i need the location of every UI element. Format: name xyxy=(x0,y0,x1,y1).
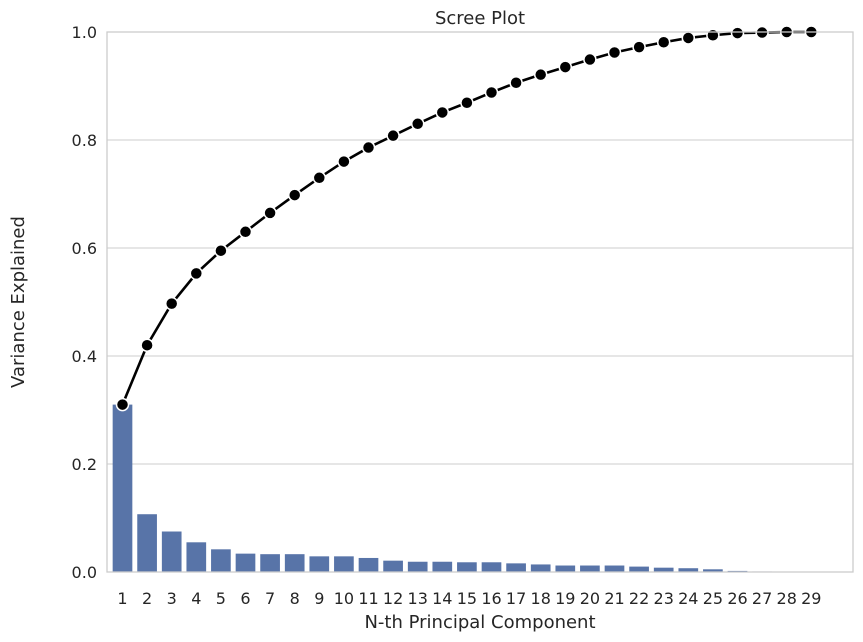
grid-lines xyxy=(107,31,853,573)
bar xyxy=(530,564,551,572)
x-tick-label: 2 xyxy=(142,589,152,608)
bar xyxy=(383,560,403,572)
cumulative-point xyxy=(410,117,425,131)
x-tick-label: 8 xyxy=(290,589,300,608)
cumulative-point xyxy=(632,40,646,54)
x-tick-label: 24 xyxy=(678,589,698,608)
bar xyxy=(481,562,502,572)
bar xyxy=(112,404,133,572)
chart-title: Scree Plot xyxy=(435,8,525,29)
bar xyxy=(506,563,526,572)
bar xyxy=(284,554,305,572)
bar xyxy=(580,565,600,572)
cumulative-point xyxy=(115,397,130,412)
bar xyxy=(457,562,477,572)
x-tick-label: 23 xyxy=(654,589,674,608)
x-tick-label: 21 xyxy=(604,589,624,608)
cumulative-point xyxy=(607,45,622,60)
x-tick-labels: 1 2 3 4 5 6 7 8 9 10 11 12 13 14 15 16 17 18 19 20 21 22 23 24 2… xyxy=(117,589,821,608)
bar xyxy=(678,568,699,572)
x-tick-label: 13 xyxy=(408,589,428,608)
cumulative-point xyxy=(337,154,351,169)
y-tick-label: 0.6 xyxy=(72,239,97,258)
x-tick-label: 19 xyxy=(555,589,575,608)
x-tick-label: 15 xyxy=(457,589,477,608)
bar xyxy=(334,556,354,572)
x-tick-label: 12 xyxy=(383,589,403,608)
cumulative-point xyxy=(730,26,745,40)
x-tick-label: 20 xyxy=(580,589,600,608)
cumulative-point xyxy=(435,105,450,120)
cumulative-point xyxy=(460,95,474,110)
bar-series xyxy=(112,404,822,572)
x-tick-label: 4 xyxy=(191,589,201,608)
cumulative-point xyxy=(533,67,548,82)
x-tick-label: 7 xyxy=(265,589,275,608)
x-tick-label: 11 xyxy=(358,589,378,608)
plot-frame xyxy=(106,31,854,573)
bar xyxy=(555,565,576,572)
x-tick-label: 5 xyxy=(216,589,226,608)
bar xyxy=(137,514,157,572)
x-axis-label: N-th Principal Component xyxy=(364,612,595,633)
cumulative-point xyxy=(484,85,499,100)
y-axis-label: Variance Explained xyxy=(8,216,29,388)
y-tick-label: 0.4 xyxy=(72,347,97,366)
cumulative-point xyxy=(386,128,400,143)
cumulative-line xyxy=(121,30,812,406)
x-tick-label: 18 xyxy=(531,589,551,608)
x-tick-label: 17 xyxy=(506,589,526,608)
x-tick-label: 1 xyxy=(117,589,127,608)
x-tick-label: 3 xyxy=(167,589,177,608)
x-tick-label: 26 xyxy=(727,589,747,608)
y-tick-label: 0.0 xyxy=(72,563,97,582)
cumulative-point xyxy=(140,338,154,352)
cumulative-point xyxy=(361,140,376,155)
cumulative-point xyxy=(509,76,523,90)
cumulative-point xyxy=(706,28,720,42)
bar xyxy=(703,569,723,572)
x-tick-label: 10 xyxy=(334,589,354,608)
cumulative-series xyxy=(115,25,819,412)
bar xyxy=(653,567,674,572)
x-tick-label: 22 xyxy=(629,589,649,608)
bar xyxy=(604,565,625,572)
bar xyxy=(260,554,280,572)
bar xyxy=(211,549,231,572)
y-tick-labels: 0.0 0.2 0.4 0.6 0.8 1.0 xyxy=(72,23,97,582)
cumulative-point xyxy=(312,171,327,185)
cumulative-point xyxy=(238,225,253,239)
x-tick-label: 14 xyxy=(432,589,452,608)
y-tick-label: 0.2 xyxy=(72,455,97,474)
x-tick-label: 28 xyxy=(777,589,797,608)
x-tick-label: 16 xyxy=(481,589,501,608)
bar xyxy=(309,556,330,572)
x-tick-label: 27 xyxy=(752,589,772,608)
cumulative-point xyxy=(164,296,179,311)
cumulative-point xyxy=(558,60,573,74)
bar xyxy=(161,531,182,572)
y-tick-label: 0.8 xyxy=(72,131,97,150)
cumulative-point xyxy=(287,188,302,202)
x-tick-label: 6 xyxy=(240,589,250,608)
cumulative-point xyxy=(656,35,671,50)
y-tick-label: 1.0 xyxy=(72,23,97,42)
x-tick-label: 25 xyxy=(703,589,723,608)
x-tick-label: 9 xyxy=(314,589,324,608)
bar xyxy=(358,557,379,572)
cumulative-point xyxy=(189,266,204,281)
cumulative-point xyxy=(681,31,696,45)
bar xyxy=(629,566,649,572)
cumulative-point xyxy=(583,52,597,67)
bar xyxy=(186,542,207,572)
bar xyxy=(407,561,428,572)
cumulative-point xyxy=(263,206,277,220)
bar xyxy=(432,561,453,572)
x-tick-label: 29 xyxy=(801,589,821,608)
bar xyxy=(235,553,256,572)
cumulative-point xyxy=(214,243,228,258)
